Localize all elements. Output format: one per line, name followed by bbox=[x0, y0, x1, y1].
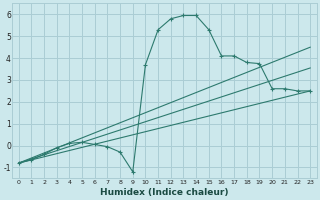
X-axis label: Humidex (Indice chaleur): Humidex (Indice chaleur) bbox=[100, 188, 229, 197]
